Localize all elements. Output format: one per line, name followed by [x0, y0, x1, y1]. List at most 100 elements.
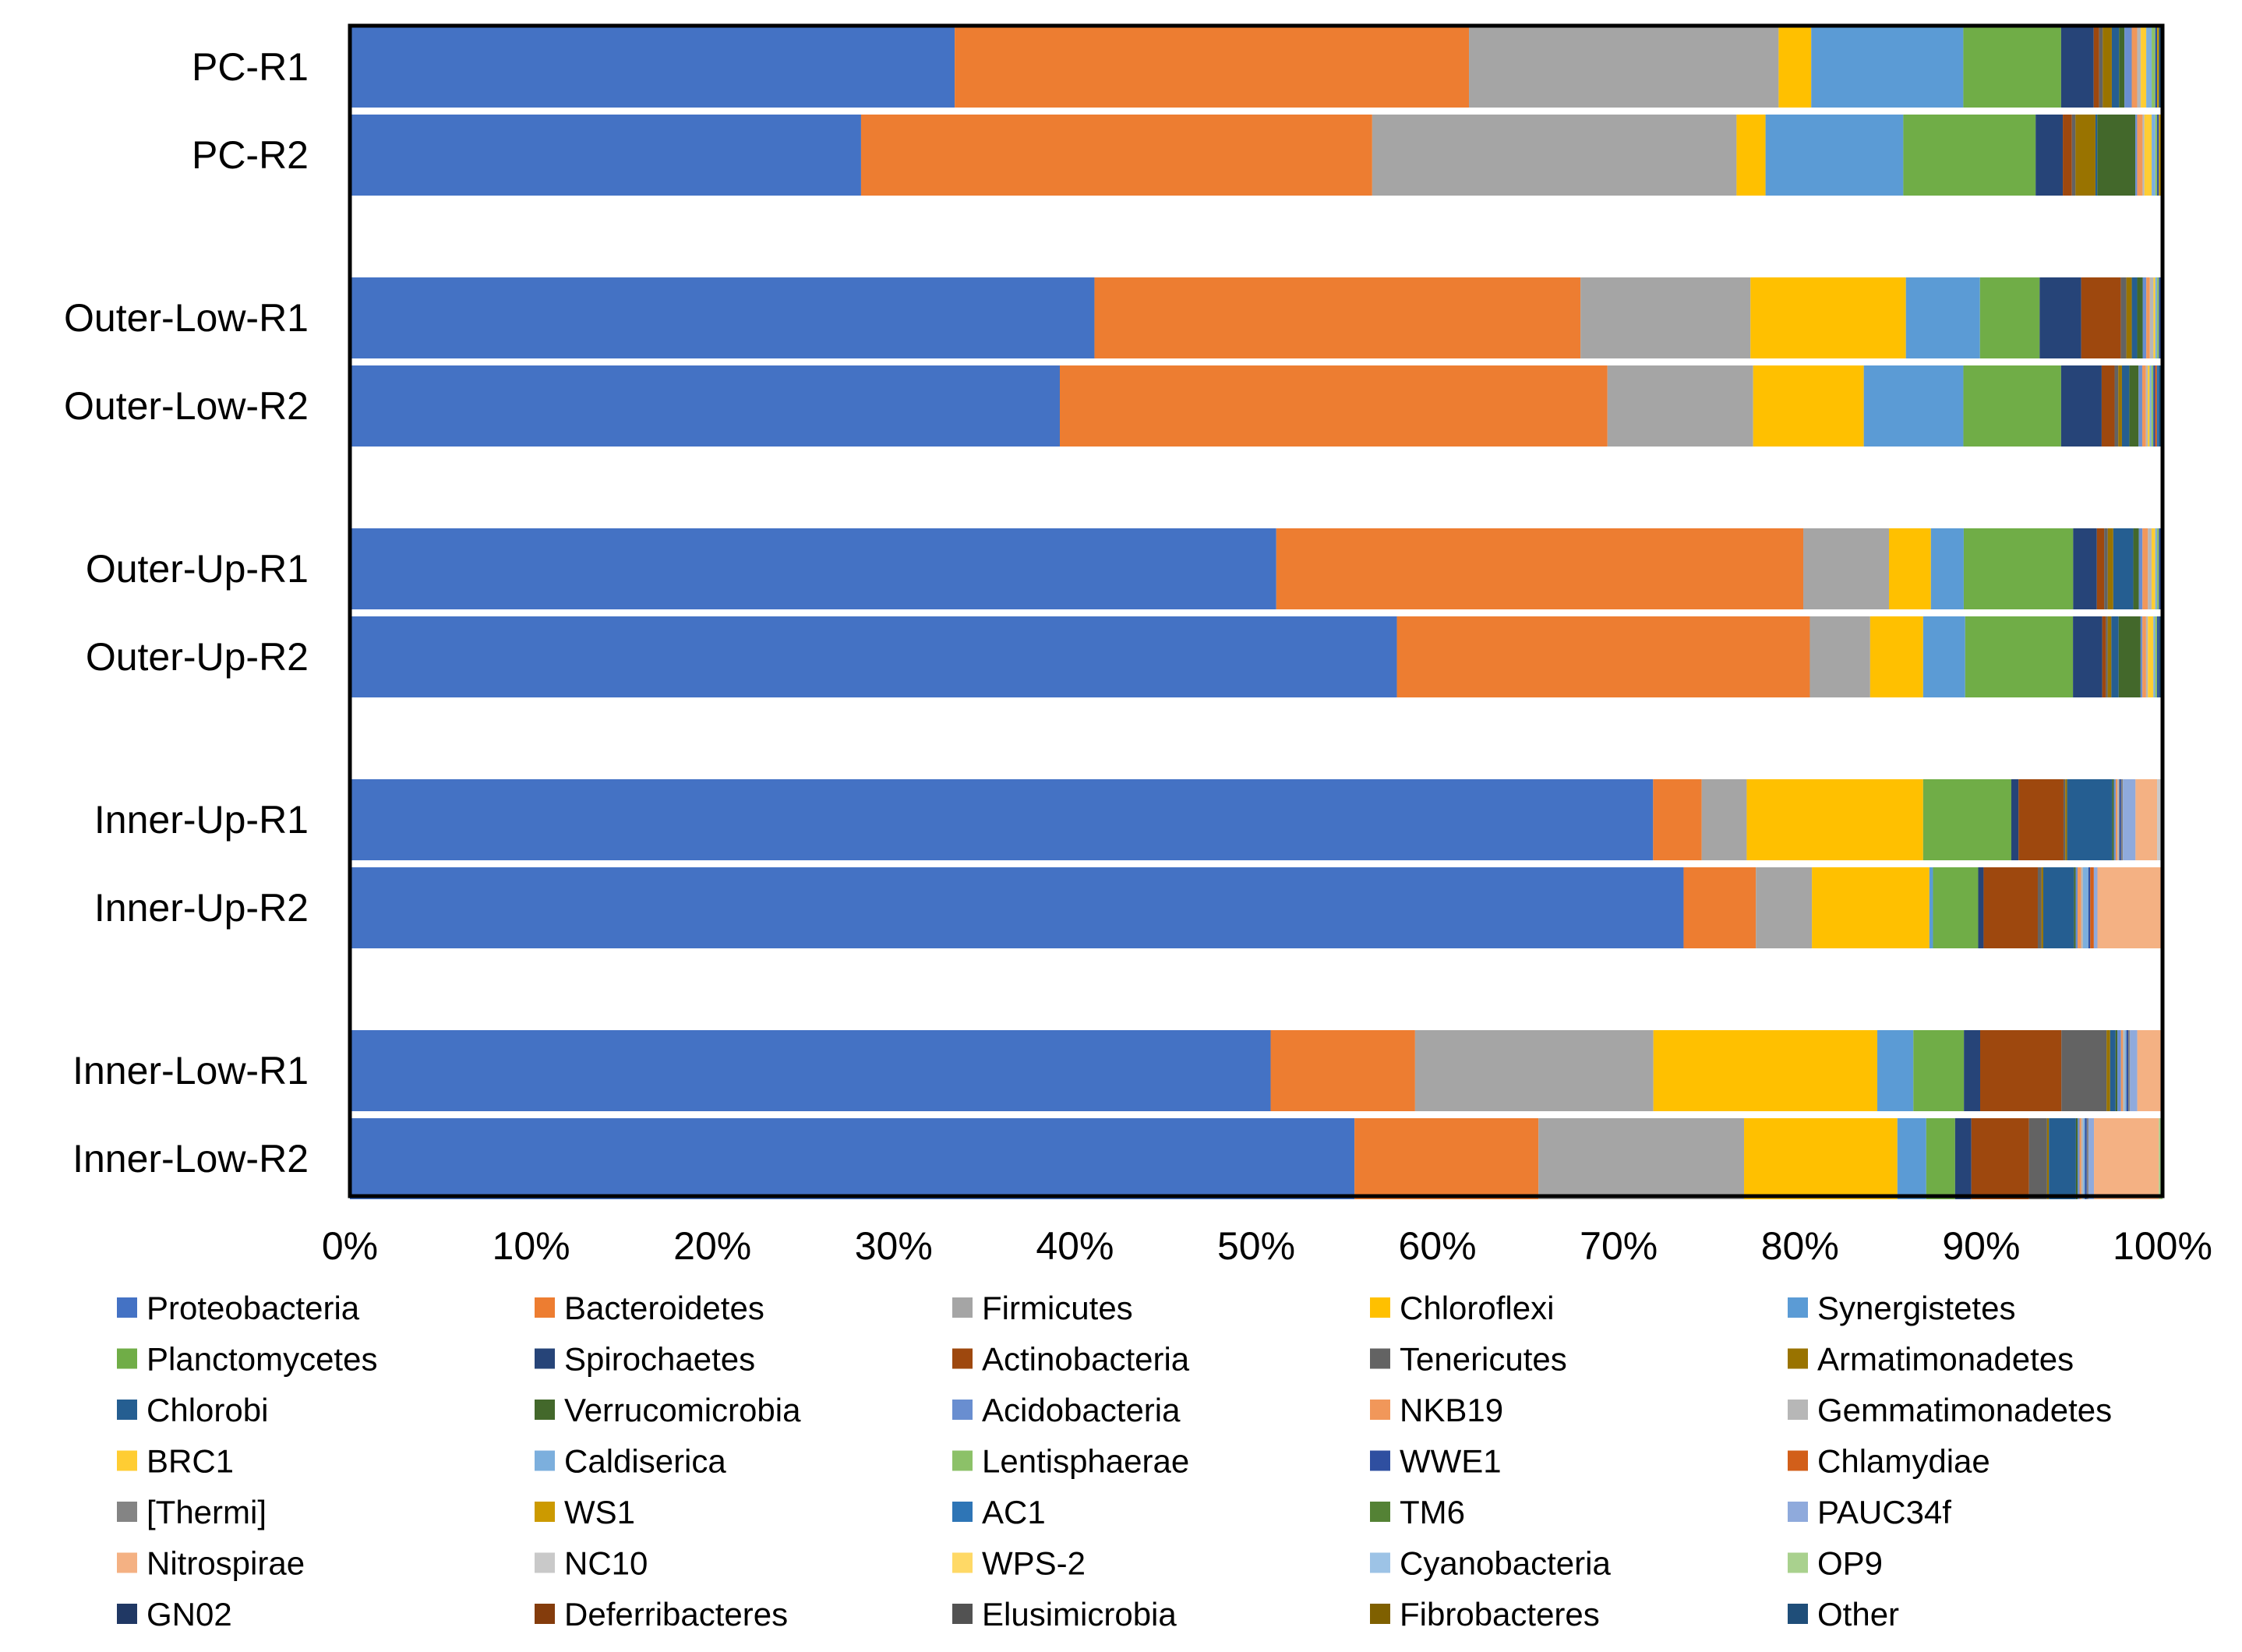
- bar-segment-Inner-Up-R1-NKB19: [2115, 779, 2118, 860]
- bar-segment-Inner-Low-R1-Bacteroidetes: [1270, 1030, 1415, 1111]
- bar-segment-Inner-Low-R2-Tenericutes: [2028, 1118, 2047, 1199]
- bar-segment-Outer-Low-R2-Acidobacteria: [2138, 365, 2142, 447]
- legend-label: OP9: [1817, 1545, 1883, 1582]
- bar-segment-PC-R2-Spirochaetes: [2035, 115, 2064, 196]
- bar-segment-Inner-Up-R1-Actinobacteria: [2018, 779, 2064, 860]
- bar-segment-Outer-Low-R2-Chloroflexi: [1753, 365, 1864, 447]
- bar-segment-Outer-Up-R2-Verrucomicrobia: [2118, 616, 2141, 697]
- legend-label: Proteobacteria: [147, 1290, 360, 1326]
- bar-segment-Inner-Up-R1-Verrucomicrobia: [2112, 779, 2114, 860]
- bar-segment-Outer-Up-R1-Synergistetes: [1930, 528, 1964, 609]
- bar-segment-PC-R1-Tenericutes: [2099, 26, 2103, 108]
- bar-segment-Outer-Up-R1-Spirochaetes: [2073, 528, 2097, 609]
- bar-segment-Inner-Low-R2-Thermi: [2086, 1118, 2089, 1199]
- legend-label: Cyanobacteria: [1400, 1545, 1611, 1582]
- bar-segment-Inner-Up-R2-Bacteroidetes: [1683, 867, 1757, 948]
- legend-swatch: [117, 1502, 137, 1522]
- x-tick-label: 80%: [1761, 1224, 1839, 1268]
- x-tick-label: 40%: [1036, 1224, 1114, 1268]
- legend-swatch: [952, 1604, 973, 1624]
- bar-segment-Inner-Low-R1-Chlorobi: [2110, 1030, 2116, 1111]
- bar-segment-Outer-Up-R1-Bacteroidetes: [1276, 528, 1804, 609]
- bar-segment-Outer-Low-R2-Tenericutes: [2114, 365, 2119, 447]
- bar-segment-Inner-Low-R2-Gemmatimonadetes: [2081, 1118, 2084, 1199]
- bar-segment-Inner-Up-R2-Chlamydiae: [2090, 867, 2094, 948]
- bar-segment-Inner-Low-R2-WWE1: [2085, 1118, 2087, 1199]
- bar-segment-Outer-Low-R1-Verrucomicrobia: [2137, 277, 2143, 358]
- category-label: Outer-Low-R2: [64, 384, 309, 428]
- bar-segment-Inner-Low-R1-Spirochaetes: [1964, 1030, 1981, 1111]
- legend-item: Actinobacteria: [952, 1341, 1190, 1378]
- bar-segment-Inner-Low-R1-Planctomycetes: [1913, 1030, 1965, 1111]
- bar-segment-PC-R2-Synergistetes: [1765, 115, 1904, 196]
- bar-segment-PC-R1-Armatimonadetes: [2103, 26, 2112, 108]
- legend-label: Acidobacteria: [982, 1392, 1181, 1428]
- legend-swatch: [1788, 1348, 1808, 1369]
- legend-swatch: [117, 1552, 137, 1573]
- bar-segment-Outer-Low-R2-WWE1: [2153, 365, 2155, 447]
- bar-segment-Inner-Up-R2-Chlorobi: [2043, 867, 2074, 948]
- bar-segment-Inner-Up-R2-Gemmatimonadetes: [2081, 867, 2083, 948]
- bar-segment-Inner-Low-R2-Chlorobi: [2049, 1118, 2076, 1199]
- legend-label: Other: [1817, 1596, 1899, 1633]
- legend-item: NC10: [535, 1545, 648, 1582]
- bar-segment-PC-R1-Spirochaetes: [2060, 26, 2094, 108]
- bar-segment-Inner-Low-R2-Bacteroidetes: [1354, 1118, 1539, 1199]
- legend-label: TM6: [1400, 1494, 1465, 1530]
- legend-item: Caldiserica: [535, 1443, 726, 1480]
- legend-label: Lentisphaerae: [982, 1443, 1189, 1480]
- bar-segment-Outer-Up-R1-Armatimonadetes: [2107, 528, 2113, 609]
- category-label: Inner-Up-R2: [94, 886, 309, 930]
- bar-segment-Inner-Up-R1-Acidobacteria: [2113, 779, 2116, 860]
- bar-segment-Outer-Low-R1-Synergistetes: [1905, 277, 1980, 358]
- bar-segment-Outer-Up-R1-Actinobacteria: [2096, 528, 2105, 609]
- bar-segment-Outer-Low-R2-Armatimonadetes: [2118, 365, 2122, 447]
- bar-segment-Inner-Low-R1-Gemmatimonadetes: [2123, 1030, 2125, 1111]
- legend-label: Synergistetes: [1817, 1290, 2015, 1326]
- bar-segment-PC-R1-BRC1: [2141, 26, 2147, 108]
- bar-segment-Inner-Low-R1-PAUC34f: [2130, 1030, 2138, 1111]
- category-label: PC-R1: [192, 45, 309, 89]
- legend-label: Actinobacteria: [982, 1341, 1190, 1378]
- bar-segment-Inner-Up-R1-Firmicutes: [1701, 779, 1747, 860]
- bar-segment-Inner-Low-R1-Caldiserica: [2124, 1030, 2127, 1111]
- bar-segment-Outer-Low-R1-Spirochaetes: [2039, 277, 2081, 358]
- x-tick-label: 50%: [1217, 1224, 1295, 1268]
- bar-segment-Inner-Up-R2-PAUC34f: [2093, 867, 2098, 948]
- legend-label: Caldiserica: [564, 1443, 726, 1480]
- legend-swatch: [535, 1604, 555, 1624]
- bar-segment-PC-R2-Firmicutes: [1372, 115, 1737, 196]
- bar-segment-Outer-Low-R1-Acidobacteria: [2142, 277, 2147, 358]
- legend-label: Bacteroidetes: [564, 1290, 764, 1326]
- bar-segment-Outer-Up-R1-Proteobacteria: [350, 528, 1276, 609]
- bar-segment-Inner-Up-R1-Chloroflexi: [1746, 779, 1923, 860]
- legend: Proteobacteria Bacteroidetes Firmicutes Chl…: [117, 1290, 2112, 1633]
- category-label: Outer-Up-R2: [86, 635, 309, 679]
- bar-segment-Outer-Low-R1-Firmicutes: [1580, 277, 1751, 358]
- bar-segment-Outer-Up-R1-Acidobacteria: [2138, 528, 2143, 609]
- bar-segment-Outer-Low-R2-Synergistetes: [1863, 365, 1964, 447]
- legend-swatch: [1788, 1502, 1808, 1522]
- bar-segment-Outer-Low-R2-Chlamydiae: [2155, 365, 2157, 447]
- bar-segment-Outer-Up-R2-Firmicutes: [1809, 616, 1870, 697]
- legend-item: [Thermi]: [117, 1494, 267, 1530]
- x-tick-label: 0%: [322, 1224, 378, 1268]
- bar-segment-Inner-Low-R1-Acidobacteria: [2117, 1030, 2121, 1111]
- bar-segment-Inner-Up-R2-Firmicutes: [1756, 867, 1813, 948]
- legend-label: Deferribacteres: [564, 1596, 788, 1633]
- bar-segment-PC-R1-Planctomycetes: [1963, 26, 2061, 108]
- legend-swatch: [952, 1552, 973, 1573]
- bar-segment-Inner-Low-R2-Synergistetes: [1897, 1118, 1926, 1199]
- legend-swatch: [1370, 1348, 1390, 1369]
- legend-item: Nitrospirae: [117, 1545, 305, 1582]
- bar-segment-Outer-Up-R2-Bacteroidetes: [1396, 616, 1810, 697]
- legend-item: Chlamydiae: [1788, 1443, 1990, 1480]
- bar-segment-Outer-Low-R1-Armatimonadetes: [2126, 277, 2132, 358]
- legend-swatch: [117, 1400, 137, 1420]
- bar-segment-Outer-Up-R1-WWE1: [2159, 528, 2161, 609]
- bar-segment-PC-R1-Lentisphaerae: [2152, 26, 2155, 108]
- legend-item: Chlorobi: [117, 1392, 268, 1428]
- legend-item: BRC1: [117, 1443, 234, 1480]
- legend-item: PAUC34f: [1788, 1494, 1951, 1530]
- bar-segment-Outer-Low-R1-Chlorobi: [2131, 277, 2138, 358]
